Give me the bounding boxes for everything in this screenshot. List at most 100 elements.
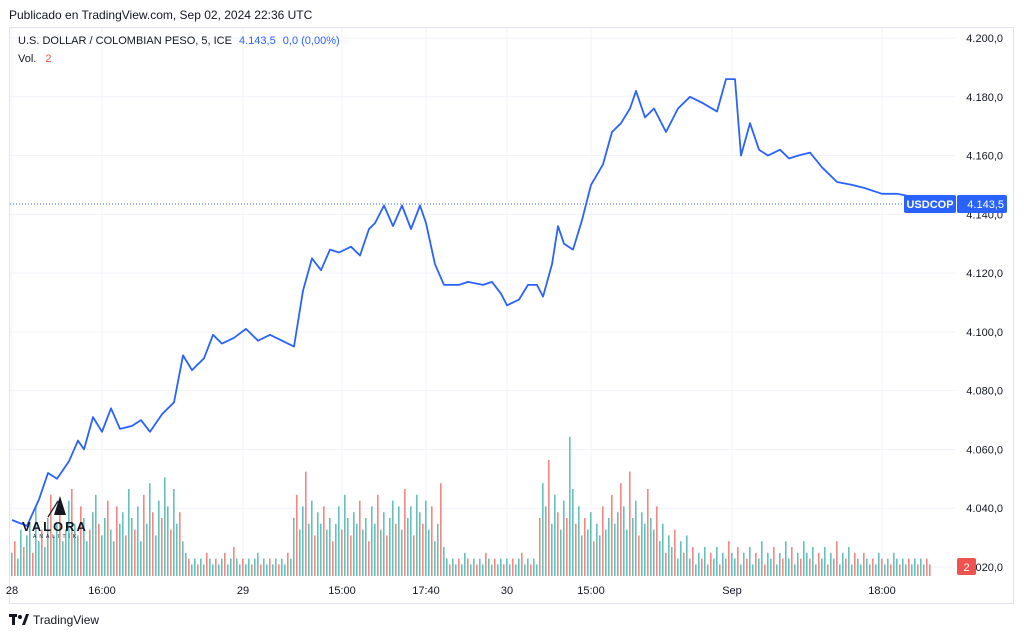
volume-bar: [29, 523, 31, 576]
volume-bar: [839, 564, 841, 576]
volume-bar: [656, 506, 658, 576]
volume-bar: [491, 564, 493, 576]
volume-bar: [77, 535, 79, 576]
volume-bar: [65, 529, 67, 576]
volume-bar: [821, 558, 823, 576]
y-tick-label: 4.120,0: [966, 268, 1003, 280]
volume-bar: [62, 541, 64, 576]
volume-legend: Vol. 2: [18, 53, 52, 65]
volume-bar: [557, 512, 559, 576]
volume-bar: [416, 494, 418, 576]
volume-bar: [461, 564, 463, 576]
volume-bar: [287, 552, 289, 576]
volume-bar: [746, 558, 748, 576]
volume-bar: [146, 523, 148, 576]
volume-bar: [101, 535, 103, 576]
volume-bar: [47, 518, 49, 576]
volume-bar: [305, 471, 307, 576]
volume-bar: [56, 523, 58, 576]
volume-bar: [758, 558, 760, 576]
volume-bar: [419, 512, 421, 576]
volume-bar: [782, 558, 784, 576]
volume-bar: [224, 552, 226, 576]
volume-bar: [380, 529, 382, 576]
volume-bar: [731, 552, 733, 576]
volume-bar: [158, 500, 160, 576]
volume-bar: [242, 558, 244, 576]
volume-bar: [515, 564, 517, 576]
volume-bar: [806, 552, 808, 576]
x-axis: 28 16:00 29 15:00 17:40 30 15:00 Sep 18:00: [6, 585, 896, 597]
volume-bar: [488, 558, 490, 576]
volume-bar: [410, 506, 412, 576]
volume-bar: [476, 564, 478, 576]
volume-bar: [275, 558, 277, 576]
volume-bar: [611, 494, 613, 576]
chart-legend: U.S. DOLLAR / COLOMBIAN PESO, 5, ICE 4.1…: [18, 35, 340, 47]
volume-bar: [713, 558, 715, 576]
volume-bar: [206, 552, 208, 576]
y-tick-label: 4.160,0: [966, 151, 1003, 163]
volume-bar: [203, 564, 205, 576]
volume-bar: [161, 518, 163, 576]
tradingview-logo-icon: [9, 614, 29, 625]
volume-bar: [626, 529, 628, 576]
volume-bar: [389, 518, 391, 576]
volume-bar: [854, 552, 856, 576]
footer-brand[interactable]: TradingView: [9, 613, 99, 627]
volume-bar: [185, 552, 187, 576]
volume-bar: [614, 523, 616, 576]
volume-bar: [563, 500, 565, 576]
volume-bar: [194, 558, 196, 576]
published-caption: Publicado en TradingView.com, Sep 02, 20…: [9, 8, 313, 22]
volume-bar: [665, 552, 667, 576]
volume-bar: [83, 518, 85, 576]
volume-bar: [143, 494, 145, 576]
volume-bar: [350, 535, 352, 576]
volume-bar: [341, 529, 343, 576]
volume-bar: [593, 541, 595, 576]
volume-bar: [323, 506, 325, 576]
volume-bar: [881, 558, 883, 576]
volume-bar: [347, 518, 349, 576]
volume-bar: [473, 558, 475, 576]
volume-bar: [569, 436, 571, 576]
volume-bar: [857, 558, 859, 576]
volume-bar: [752, 564, 754, 576]
symbol-tag-label: USDCOP: [906, 199, 953, 211]
volume-bar: [71, 489, 73, 576]
volume-bar: [533, 558, 535, 576]
volume-bar: [536, 564, 538, 576]
volume-bar: [395, 523, 397, 576]
volume-bar: [215, 558, 217, 576]
volume-bar: [671, 547, 673, 576]
volume-bar: [20, 529, 22, 576]
chart-frame: [9, 27, 1014, 604]
y-tick-label: 4.200,0: [966, 33, 1003, 45]
volume-bar: [548, 460, 550, 576]
volume-bar: [365, 518, 367, 576]
volume-bar: [572, 489, 574, 576]
volume-bar: [335, 523, 337, 576]
volume-bar: [578, 506, 580, 576]
volume-bar: [92, 512, 94, 576]
x-tick-label: 15:00: [328, 585, 356, 597]
volume-bar: [467, 558, 469, 576]
volume-bar: [449, 564, 451, 576]
x-tick-label: 30: [501, 585, 513, 597]
volume-bar: [446, 558, 448, 576]
volume-bar: [344, 494, 346, 576]
volume-bar: [872, 558, 874, 576]
volume-bar: [125, 535, 127, 576]
volume-bar: [494, 558, 496, 576]
volume-bar: [914, 558, 916, 576]
volume-bar: [425, 500, 427, 576]
last-price-tag: [957, 195, 1007, 214]
volume-bar: [581, 535, 583, 576]
volume-bar: [596, 523, 598, 576]
volume-bar: [443, 547, 445, 576]
y-tick-label: 4.180,0: [966, 92, 1003, 104]
volume-bar: [773, 547, 775, 576]
volume-bar: [134, 529, 136, 576]
